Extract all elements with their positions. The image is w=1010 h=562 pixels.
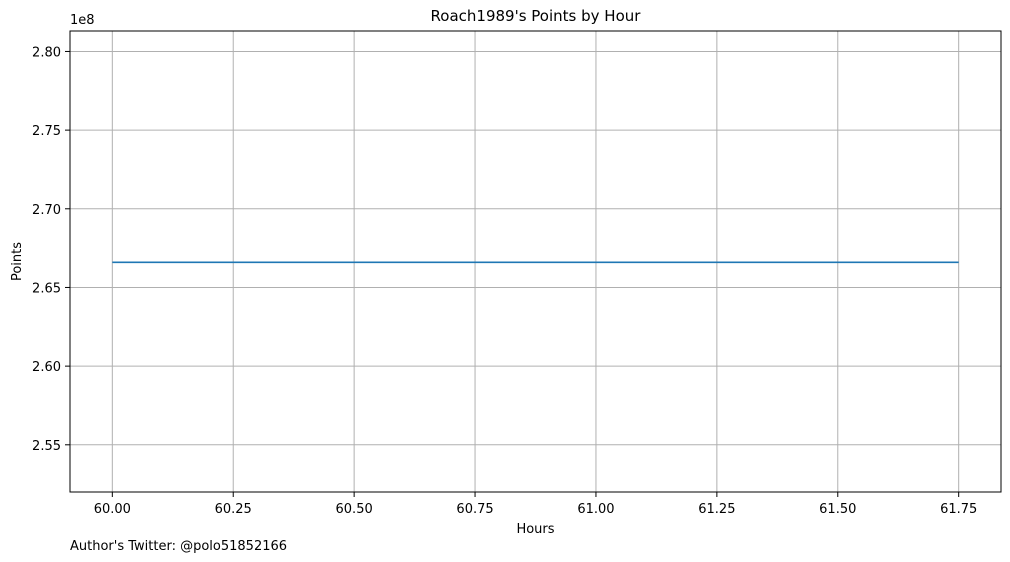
y-tick-label: 2.75	[32, 124, 61, 139]
x-tick-label: 61.25	[698, 502, 735, 517]
author-footnote: Author's Twitter: @polo51852166	[70, 539, 287, 554]
y-tick-label: 2.55	[32, 439, 61, 454]
y-tick-label: 2.65	[32, 281, 61, 296]
chart-title: Roach1989's Points by Hour	[431, 7, 642, 25]
y-offset-label: 1e8	[70, 13, 95, 28]
y-axis: 2.55 2.60 2.65 2.70 2.75 2.80	[32, 45, 70, 454]
y-axis-label: Points	[10, 242, 25, 281]
x-tick-label: 60.25	[215, 502, 252, 517]
plot-frame	[69, 30, 1002, 493]
y-tick-label: 2.80	[32, 45, 61, 60]
y-tick-label: 2.60	[32, 360, 61, 375]
x-axis-label: Hours	[516, 522, 554, 537]
x-tick-label: 61.50	[819, 502, 856, 517]
x-tick-label: 60.50	[336, 502, 373, 517]
x-tick-label: 61.75	[940, 502, 977, 517]
x-tick-label: 61.00	[577, 502, 614, 517]
x-axis: 60.00 60.25 60.50 60.75 61.00 61.25 61.50 61.75	[94, 492, 977, 517]
x-tick-label: 60.75	[456, 502, 493, 517]
y-tick-label: 2.70	[32, 203, 61, 218]
x-tick-label: 60.00	[94, 502, 131, 517]
